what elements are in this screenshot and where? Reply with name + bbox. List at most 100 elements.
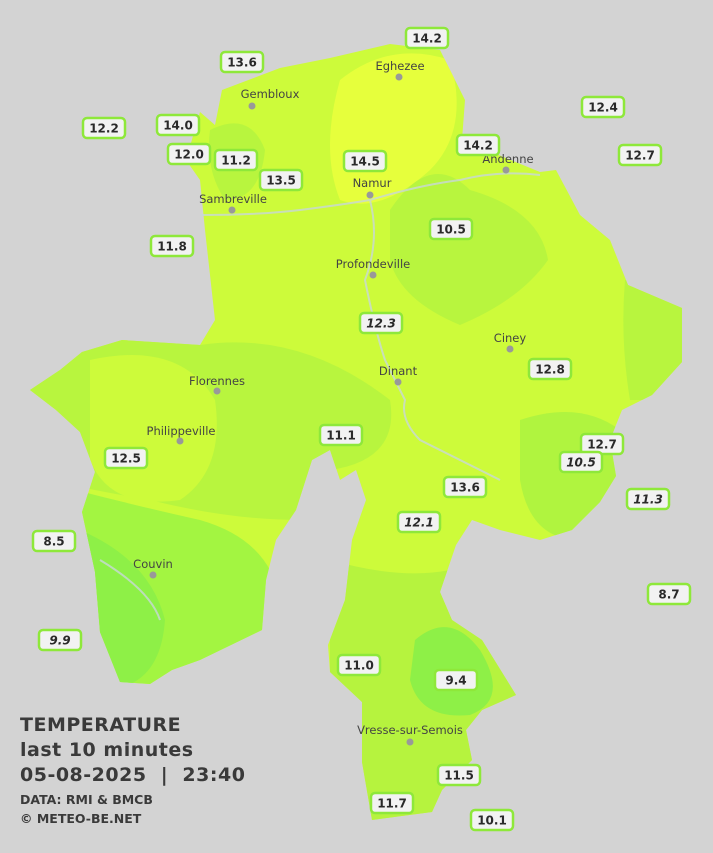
- station: 14.2: [404, 26, 450, 50]
- station: 10.5: [428, 217, 474, 241]
- station-reading: 14.2: [463, 139, 493, 153]
- station: 11.3: [625, 487, 671, 511]
- station: 12.0: [166, 142, 212, 166]
- station: 11.0: [336, 653, 382, 677]
- city-label: Ciney: [494, 331, 527, 345]
- station: 11.2: [213, 148, 259, 172]
- station-reading: 11.0: [344, 659, 374, 673]
- station-reading: 10.5: [566, 456, 596, 470]
- station-reading: 8.5: [43, 535, 64, 549]
- station: 12.7: [617, 143, 663, 167]
- city-label: Florennes: [189, 374, 245, 388]
- station-box: [433, 668, 479, 692]
- station-box: [219, 50, 265, 74]
- station: 12.3: [358, 311, 404, 335]
- station: 12.4: [580, 95, 626, 119]
- station-reading: 10.5: [436, 223, 466, 237]
- cool-zone: [390, 174, 548, 325]
- city-label: Dinant: [379, 364, 418, 378]
- station-reading: 11.5: [444, 769, 474, 783]
- station: 11.1: [318, 423, 364, 447]
- city-dot: [506, 345, 514, 353]
- station-box: [404, 26, 450, 50]
- station-box: [442, 475, 488, 499]
- station-reading: 11.7: [377, 797, 407, 811]
- station: 13.6: [219, 50, 265, 74]
- station-reading: 12.0: [174, 148, 204, 162]
- station-reading: 9.4: [445, 674, 466, 688]
- station-box: [342, 149, 388, 173]
- station-box: [103, 446, 149, 470]
- city-label: Sambreville: [199, 192, 267, 206]
- station: 11.7: [369, 791, 415, 815]
- city-label: Philippeville: [147, 424, 216, 438]
- station: 9.4: [433, 668, 479, 692]
- station-box: [558, 450, 604, 474]
- city-dot: [369, 271, 377, 279]
- city-dot: [176, 437, 184, 445]
- station-box: [155, 113, 201, 137]
- city-dot: [213, 387, 221, 395]
- station-reading: 13.6: [227, 56, 257, 70]
- station-reading: 12.5: [111, 452, 141, 466]
- legend-title: TEMPERATURE: [20, 714, 181, 736]
- city-dot: [248, 102, 256, 110]
- city-label: Eghezee: [375, 59, 424, 73]
- station-box: [81, 116, 127, 140]
- cool-zone: [623, 280, 682, 400]
- station-reading: 12.2: [89, 122, 119, 136]
- station: 12.1: [396, 510, 442, 534]
- station-reading: 11.3: [633, 493, 663, 507]
- station: 14.2: [455, 133, 501, 157]
- city-label: Couvin: [133, 557, 173, 571]
- station: 11.5: [436, 763, 482, 787]
- station: 14.0: [155, 113, 201, 137]
- station-reading: 9.9: [49, 634, 70, 648]
- city-dot: [228, 206, 236, 214]
- station: 12.7: [579, 432, 625, 456]
- station-box: [258, 168, 304, 192]
- city-dot: [502, 166, 510, 174]
- river: [99, 559, 161, 621]
- station-box: [580, 95, 626, 119]
- station-reading: 14.5: [350, 155, 380, 169]
- city-label: Profondeville: [336, 257, 410, 271]
- station-box: [149, 234, 195, 258]
- legend-source: DATA: RMI & BMCB: [20, 792, 153, 807]
- city-dot: [395, 73, 403, 81]
- station-box: [646, 582, 692, 606]
- legend: TEMPERATURE last 10 minutes 05-08-2025 |…: [20, 714, 245, 826]
- station-reading: 13.5: [266, 174, 296, 188]
- city-dot: [394, 378, 402, 386]
- legend-timestamp: 05-08-2025 | 23:40: [20, 764, 245, 786]
- station-box: [213, 148, 259, 172]
- city-dot: [406, 738, 414, 746]
- station-box: [396, 510, 442, 534]
- station: 13.5: [258, 168, 304, 192]
- station-box: [625, 487, 671, 511]
- station: 8.5: [31, 529, 77, 553]
- station-reading: 11.2: [221, 154, 251, 168]
- station-reading: 11.1: [326, 429, 356, 443]
- station-box: [428, 217, 474, 241]
- station-box: [469, 808, 515, 832]
- station-reading: 13.6: [450, 481, 480, 495]
- city-label: Vresse-sur-Semois: [357, 723, 463, 737]
- legend-credit: © METEO-BE.NET: [20, 811, 142, 826]
- station-reading: 8.7: [658, 588, 679, 602]
- city-dot: [149, 571, 157, 579]
- station-box: [617, 143, 663, 167]
- rivers: [99, 172, 541, 621]
- station: 10.5: [558, 450, 604, 474]
- city-label: Gembloux: [241, 87, 300, 101]
- station: 9.9: [37, 628, 83, 652]
- legend-period: last 10 minutes: [20, 739, 194, 761]
- station: 11.8: [149, 234, 195, 258]
- station-reading: 14.2: [412, 32, 442, 46]
- station-box: [358, 311, 404, 335]
- city-dot: [366, 191, 374, 199]
- station-box: [527, 357, 573, 381]
- station-reading: 12.3: [366, 317, 396, 331]
- station-box: [369, 791, 415, 815]
- station-reading: 14.0: [163, 119, 193, 133]
